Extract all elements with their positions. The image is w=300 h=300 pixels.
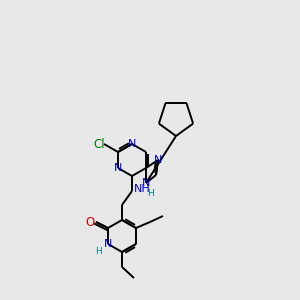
Text: O: O [85, 215, 94, 229]
Text: H: H [147, 190, 153, 199]
Text: N: N [104, 239, 112, 249]
Text: N: N [142, 178, 150, 188]
Text: N: N [128, 139, 136, 149]
Text: N: N [154, 155, 162, 165]
Text: N: N [114, 163, 122, 173]
Text: H: H [94, 248, 101, 256]
Text: NH: NH [134, 184, 150, 194]
Text: Cl: Cl [93, 137, 105, 151]
